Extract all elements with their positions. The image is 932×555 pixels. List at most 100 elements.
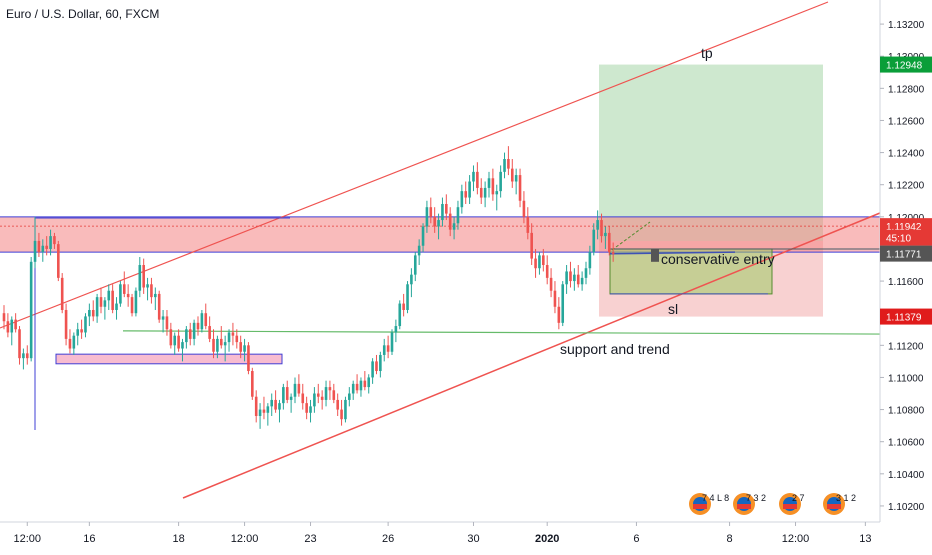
- annotation-support: support and trend: [560, 341, 670, 357]
- price-tag-label: 1.11942: [886, 222, 922, 233]
- candle: [328, 380, 332, 400]
- candle: [126, 284, 130, 307]
- candle: [464, 181, 468, 204]
- candle: [584, 261, 588, 285]
- price-tag-current: 1.11771: [880, 245, 932, 262]
- candle: [53, 232, 56, 249]
- candle: [258, 403, 262, 429]
- candle: [351, 380, 355, 400]
- candle: [565, 265, 568, 294]
- time-tick-label: 23: [304, 533, 316, 545]
- candle: [204, 303, 208, 330]
- candle: [254, 390, 258, 423]
- price-tag-bg: [880, 245, 932, 262]
- candle: [359, 377, 363, 397]
- candle-body: [95, 297, 99, 317]
- price-tick-label: 1.10600: [888, 438, 925, 449]
- candle-body: [88, 309, 91, 317]
- candle-body: [146, 284, 149, 288]
- candle: [448, 207, 452, 237]
- candle-body: [76, 329, 80, 336]
- resistance-zone: [0, 216, 880, 253]
- candle-body: [57, 244, 60, 278]
- candle: [460, 184, 464, 214]
- candle-body: [14, 319, 17, 330]
- candle-body: [305, 403, 308, 413]
- candle-body: [289, 396, 293, 400]
- candle: [557, 297, 561, 330]
- event-stripes: [737, 504, 751, 509]
- candle-body: [266, 406, 270, 413]
- candle-body: [251, 371, 254, 397]
- candle: [413, 252, 417, 282]
- candle: [134, 287, 138, 317]
- candle-body: [417, 245, 421, 256]
- candle-body: [122, 284, 126, 294]
- candle-body: [542, 255, 545, 266]
- candle-body: [130, 297, 134, 314]
- candle-body: [231, 332, 235, 336]
- projection-line: [611, 221, 651, 251]
- candle: [324, 380, 328, 407]
- candle: [456, 200, 460, 230]
- candle: [95, 293, 99, 323]
- candle-body: [483, 187, 487, 198]
- candle: [173, 332, 177, 355]
- candle: [251, 367, 254, 400]
- candle: [367, 374, 371, 394]
- candle-body: [557, 306, 561, 323]
- candle: [142, 258, 145, 294]
- candle-body: [301, 393, 305, 404]
- event-stripes: [693, 504, 707, 509]
- candle: [600, 213, 603, 243]
- candle: [445, 194, 448, 221]
- candle-body: [510, 168, 514, 182]
- candle-body: [142, 265, 145, 288]
- time-tick-label: 2020: [535, 533, 559, 545]
- support-box: [55, 353, 283, 365]
- candle: [278, 399, 281, 423]
- candle-body: [45, 245, 48, 249]
- event-flag-icon: 2 7: [779, 493, 805, 515]
- candle-body: [382, 345, 386, 355]
- event-label: 7 4 L 8: [702, 493, 729, 503]
- candle-body: [379, 354, 382, 372]
- candle-body: [336, 399, 339, 410]
- candle: [262, 396, 266, 420]
- candle: [573, 268, 576, 291]
- candle: [154, 287, 157, 310]
- candle-body: [99, 297, 103, 307]
- price-tick-label: 1.12200: [888, 181, 925, 192]
- annotation-sl: sl: [668, 301, 678, 317]
- candle: [313, 387, 316, 413]
- candle: [25, 345, 29, 365]
- current-marker: [651, 248, 659, 262]
- candle: [530, 223, 533, 266]
- candle: [181, 338, 184, 362]
- candles-layer: [2, 146, 615, 429]
- candle-body: [538, 255, 541, 269]
- candle: [196, 316, 200, 336]
- candle: [592, 223, 596, 256]
- candle: [576, 265, 580, 288]
- candle-body: [107, 290, 111, 301]
- candle: [569, 261, 572, 288]
- candle: [157, 290, 161, 323]
- candle-body: [340, 409, 343, 420]
- candle: [522, 191, 526, 224]
- candle-body: [204, 313, 208, 327]
- candle: [476, 162, 479, 195]
- candle-body: [103, 300, 107, 307]
- candle-body: [49, 236, 52, 249]
- candle: [111, 284, 114, 314]
- time-axis-bg: [0, 522, 932, 550]
- candle-body: [258, 409, 262, 416]
- candle-body: [534, 258, 537, 269]
- candle: [425, 200, 429, 233]
- time-tick-label: 12:00: [231, 533, 259, 545]
- event-label: 2 7: [792, 493, 805, 503]
- candle: [243, 338, 246, 362]
- candle-body: [173, 335, 177, 346]
